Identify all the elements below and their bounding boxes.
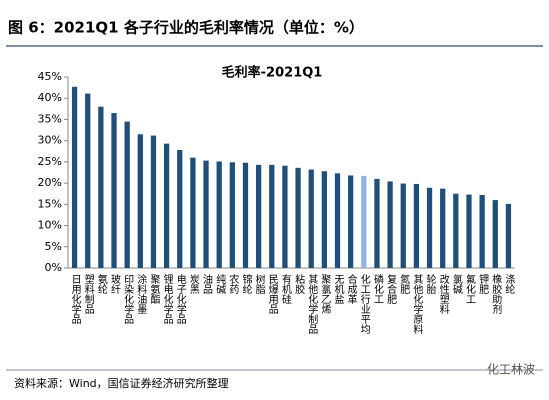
bar: [71, 86, 78, 268]
bar: [413, 183, 420, 268]
bar: [308, 169, 314, 268]
y-tick-label: 0%: [45, 261, 62, 274]
bar: [374, 178, 380, 268]
bar: [466, 194, 472, 268]
bar: [282, 165, 288, 268]
x-tick-label: 农药: [227, 273, 239, 295]
bar: [216, 161, 222, 268]
x-tick-label: 有机硅: [279, 273, 291, 304]
bar: [137, 134, 143, 268]
x-tick-label: 锂电化学品: [161, 274, 173, 325]
bar: [321, 171, 327, 268]
x-tick-label: 锦纶: [240, 273, 252, 294]
x-tick-label: 聚氯乙烯: [319, 274, 331, 315]
y-tick-label: 5%: [45, 240, 62, 253]
x-tick-label: 炭黑: [187, 274, 199, 295]
x-tick-label: 油品: [201, 273, 213, 295]
x-tick-label: 玻纤: [109, 273, 121, 295]
bar: [203, 160, 209, 268]
bar: [190, 157, 196, 268]
bar: [361, 175, 367, 268]
x-tick-label: 改性塑料: [437, 273, 449, 315]
bar: [295, 167, 301, 268]
bar: [269, 164, 275, 268]
x-tick-label: 涤纶: [503, 273, 515, 294]
x-tick-label: 氨纶: [95, 273, 107, 294]
x-tick-label: 纯碱: [214, 273, 226, 295]
bar: [440, 188, 446, 268]
bar: [348, 175, 354, 268]
y-tick-label: 45%: [38, 70, 62, 83]
bar: [505, 203, 512, 268]
bar: [492, 200, 498, 268]
bar: [98, 106, 104, 268]
y-tick-label: 40%: [38, 91, 62, 104]
y-tick-label: 25%: [38, 155, 62, 168]
x-tick-label: 树脂: [253, 273, 265, 295]
x-tick-label: 民爆用品: [266, 274, 278, 315]
x-tick-label: 轮胎: [424, 273, 436, 295]
bar: [150, 135, 157, 268]
bar: [85, 93, 91, 268]
x-tick-label: 磷化工: [371, 273, 383, 304]
source: 资料来源：Wind，国信证券经济研究所整理: [14, 376, 229, 390]
x-tick-label: 氯碱: [450, 273, 462, 295]
bar: [163, 143, 170, 268]
x-tick-label: 塑料制品: [82, 274, 94, 315]
y-tick-label: 35%: [38, 112, 62, 125]
x-tick-label: 其他化学原料: [411, 274, 423, 335]
bar: [177, 150, 183, 268]
x-tick-label: 印染化学品: [122, 274, 134, 325]
y-tick-label: 10%: [38, 219, 62, 232]
bar: [124, 121, 130, 268]
chart-title: 毛利率-2021Q1: [222, 65, 323, 81]
x-tick-label: 电子化学品: [174, 273, 186, 325]
bar: [242, 162, 249, 268]
bar: [334, 173, 341, 268]
y-tick-label: 15%: [38, 197, 62, 210]
bar: [400, 183, 406, 268]
watermark: 化工林波: [487, 363, 535, 377]
bar: [256, 164, 262, 268]
x-tick-label: 聚氨酯: [148, 274, 160, 304]
bar: [426, 187, 433, 268]
x-tick-label: 涂料油墨: [135, 273, 147, 314]
x-tick-label: 无机盐: [332, 274, 344, 304]
x-tick-label: 复合肥: [385, 273, 397, 305]
x-tick-label: 氟化工: [463, 273, 475, 304]
y-tick-label: 30%: [38, 134, 62, 147]
bar: [479, 194, 485, 268]
bar: [453, 193, 459, 268]
x-tick-label: 橡胶助剂: [490, 273, 502, 315]
page-title: 图 6：2021Q1 各子行业的毛利率情况（单位：%）: [8, 19, 364, 37]
bar: [229, 162, 235, 268]
x-tick-label: 氮肥: [398, 273, 410, 295]
bar: [387, 181, 393, 268]
x-tick-label: 钾肥: [477, 273, 489, 295]
x-tick-label: 化工行业平均: [358, 273, 370, 335]
x-tick-label: 粘胶: [293, 273, 305, 295]
x-tick-label: 其他化学制品: [306, 274, 318, 335]
bar: [111, 113, 117, 268]
y-tick-label: 20%: [38, 176, 62, 189]
x-tick-label: 日用化学品: [69, 274, 81, 325]
x-tick-label: 合成革: [345, 273, 357, 304]
